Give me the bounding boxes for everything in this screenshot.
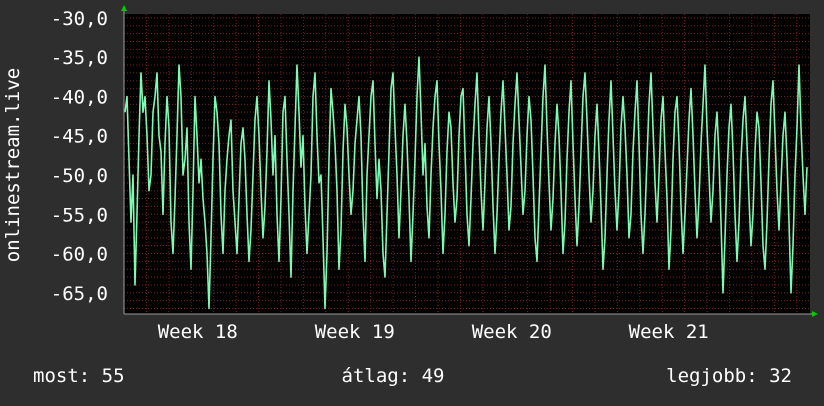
stat-best: legjobb: 32 (666, 365, 792, 387)
y-tick-label: -50,0 (51, 165, 108, 187)
y-tick-label: -55,0 (51, 204, 108, 226)
y-tick-label: -40,0 (51, 86, 108, 108)
y-tick-label: -45,0 (51, 126, 108, 148)
x-tick-label: Week 21 (629, 321, 709, 343)
y-axis-arrow (121, 5, 127, 11)
y-tick-label: -30,0 (51, 8, 108, 30)
plot-area (124, 14, 810, 314)
series-layer (124, 56, 808, 310)
series-line-0 (124, 56, 808, 310)
y-axis-label: onlinestream.live (2, 68, 24, 262)
stat-current: most: 55 (33, 365, 125, 387)
y-tick-labels: -30,0 -35,0 -40,0 -45,0 -50,0 -55,0 -60,0 -65,0 (51, 8, 108, 305)
x-tick-label: Week 20 (472, 321, 552, 343)
axis-layer (121, 5, 818, 317)
x-tick-label: Week 18 (158, 321, 238, 343)
y-tick-label: -65,0 (51, 283, 108, 305)
x-tick-labels: Week 18 Week 19 Week 20 Week 21 (158, 321, 709, 343)
y-tick-label: -60,0 (51, 244, 108, 266)
y-tick-label: -35,0 (51, 47, 108, 69)
x-tick-label: Week 19 (315, 321, 395, 343)
x-axis-arrow (812, 311, 818, 317)
stat-average: átlag: 49 (342, 365, 445, 387)
